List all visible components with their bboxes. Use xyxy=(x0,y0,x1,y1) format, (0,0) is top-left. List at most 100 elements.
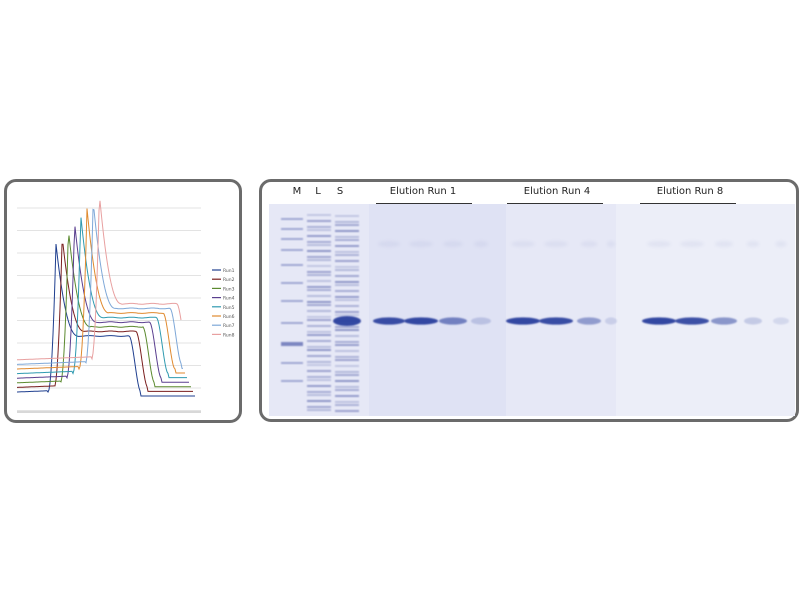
marker-band xyxy=(281,380,303,382)
chart-gridlines xyxy=(17,207,201,411)
soluble-band xyxy=(335,230,359,232)
gel-section-run4 xyxy=(506,204,616,416)
lysate-band xyxy=(307,244,331,246)
faint-band xyxy=(544,241,568,247)
elution-run-bands-1 xyxy=(373,241,491,325)
run-underline-1 xyxy=(376,203,472,204)
lysate-band xyxy=(307,226,331,228)
faint-band xyxy=(409,241,433,247)
legend-label: Run1 xyxy=(223,268,235,274)
soluble-band xyxy=(335,221,359,223)
legend-label: Run3 xyxy=(223,286,235,292)
run-label-1: Elution Run 1 xyxy=(389,186,457,197)
soluble-band xyxy=(335,359,359,361)
soluble-band xyxy=(335,224,359,226)
series-line-run5 xyxy=(17,217,187,379)
elution-band xyxy=(675,317,709,325)
lane-label-m: M xyxy=(292,186,302,197)
elution-band xyxy=(539,317,573,325)
lysate-band xyxy=(307,259,331,261)
legend-label: Run2 xyxy=(223,277,235,283)
soluble-main-band xyxy=(333,316,361,326)
chromatogram-panel: Run1 Run2 Run3 Run4 Run5 Run6 Run7 Run8 xyxy=(4,179,242,423)
lysate-band xyxy=(307,361,331,363)
soluble-band xyxy=(335,299,359,301)
lane-m-bands xyxy=(281,218,303,382)
lysate-band xyxy=(307,214,331,216)
soluble-band xyxy=(335,254,359,256)
faint-band xyxy=(714,241,734,247)
elution-band xyxy=(471,317,491,325)
faint-band xyxy=(580,241,598,247)
elution-band xyxy=(373,317,405,325)
lysate-band xyxy=(307,370,331,372)
gel-bands xyxy=(281,214,789,412)
lysate-band xyxy=(307,280,331,282)
lysate-band xyxy=(307,346,331,348)
soluble-band xyxy=(335,290,359,292)
lysate-band xyxy=(307,325,331,327)
lysate-band xyxy=(307,379,331,381)
lysate-band xyxy=(307,295,331,297)
marker-band xyxy=(281,249,303,251)
soluble-band xyxy=(335,401,359,403)
lane-s-bands xyxy=(333,215,361,412)
lysate-band xyxy=(307,376,331,378)
soluble-band xyxy=(335,281,359,283)
lysate-band xyxy=(307,301,331,303)
soluble-band xyxy=(335,335,359,337)
legend-label: Run6 xyxy=(223,314,235,320)
lysate-band xyxy=(307,241,331,243)
soluble-band xyxy=(335,410,359,412)
elution-band xyxy=(439,317,467,325)
lysate-band xyxy=(307,289,331,291)
marker-band xyxy=(281,218,303,220)
lysate-band xyxy=(307,235,331,237)
faint-band xyxy=(680,241,704,247)
legend-label: Run8 xyxy=(223,332,235,338)
gel-panel: M L S Elution Run 1 Elution Run 4 Elutio… xyxy=(259,179,799,422)
marker-band xyxy=(281,264,303,266)
marker-band xyxy=(281,362,303,364)
elution-band xyxy=(506,317,540,325)
elution-run-bands-2 xyxy=(506,241,617,325)
soluble-band xyxy=(335,239,359,241)
lysate-band xyxy=(307,274,331,276)
soluble-band xyxy=(335,311,359,313)
marker-band xyxy=(281,228,303,230)
lysate-band xyxy=(307,271,331,273)
soluble-band xyxy=(335,245,359,247)
marker-band xyxy=(281,322,303,324)
series-line-run8 xyxy=(17,200,182,361)
soluble-band xyxy=(335,374,359,376)
marker-band xyxy=(281,300,303,302)
elution-band xyxy=(404,317,438,325)
gel-image xyxy=(269,204,795,416)
marker-band xyxy=(281,282,303,284)
elution-band xyxy=(642,317,676,325)
lysate-band xyxy=(307,265,331,267)
series-line-run1 xyxy=(17,243,195,397)
lysate-band xyxy=(307,286,331,288)
soluble-band xyxy=(335,305,359,307)
lysate-band xyxy=(307,310,331,312)
elution-band xyxy=(711,317,737,325)
lysate-band xyxy=(307,355,331,357)
lysate-band xyxy=(307,334,331,336)
lysate-band xyxy=(307,406,331,408)
soluble-band xyxy=(335,275,359,277)
faint-band xyxy=(775,241,787,247)
soluble-band xyxy=(335,251,359,253)
legend-label: Run7 xyxy=(223,323,235,329)
soluble-band xyxy=(335,296,359,298)
soluble-band xyxy=(335,344,359,346)
gel-section-run1 xyxy=(369,204,506,416)
chart-legend: Run1 Run2 Run3 Run4 Run5 Run6 Run7 Run8 xyxy=(212,268,235,338)
run-label-4: Elution Run 4 xyxy=(523,186,591,197)
soluble-band xyxy=(335,389,359,391)
lysate-band xyxy=(307,229,331,231)
run-label-8: Elution Run 8 xyxy=(656,186,724,197)
lysate-band xyxy=(307,409,331,411)
chart-series-group xyxy=(17,200,195,397)
